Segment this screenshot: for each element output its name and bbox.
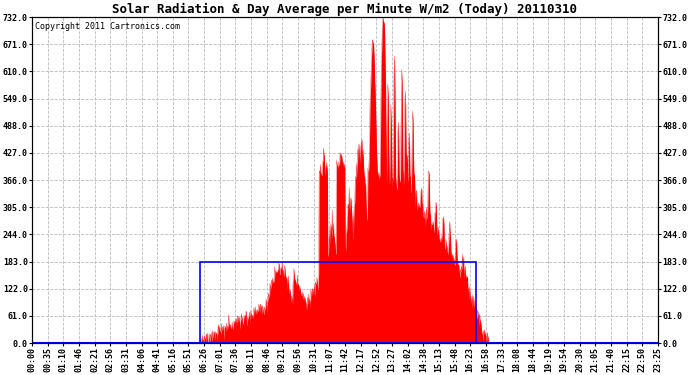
- Bar: [200, 261, 475, 343]
- Title: Solar Radiation & Day Average per Minute W/m2 (Today) 20110310: Solar Radiation & Day Average per Minute…: [112, 3, 578, 16]
- Text: Copyright 2011 Cartronics.com: Copyright 2011 Cartronics.com: [35, 22, 180, 31]
